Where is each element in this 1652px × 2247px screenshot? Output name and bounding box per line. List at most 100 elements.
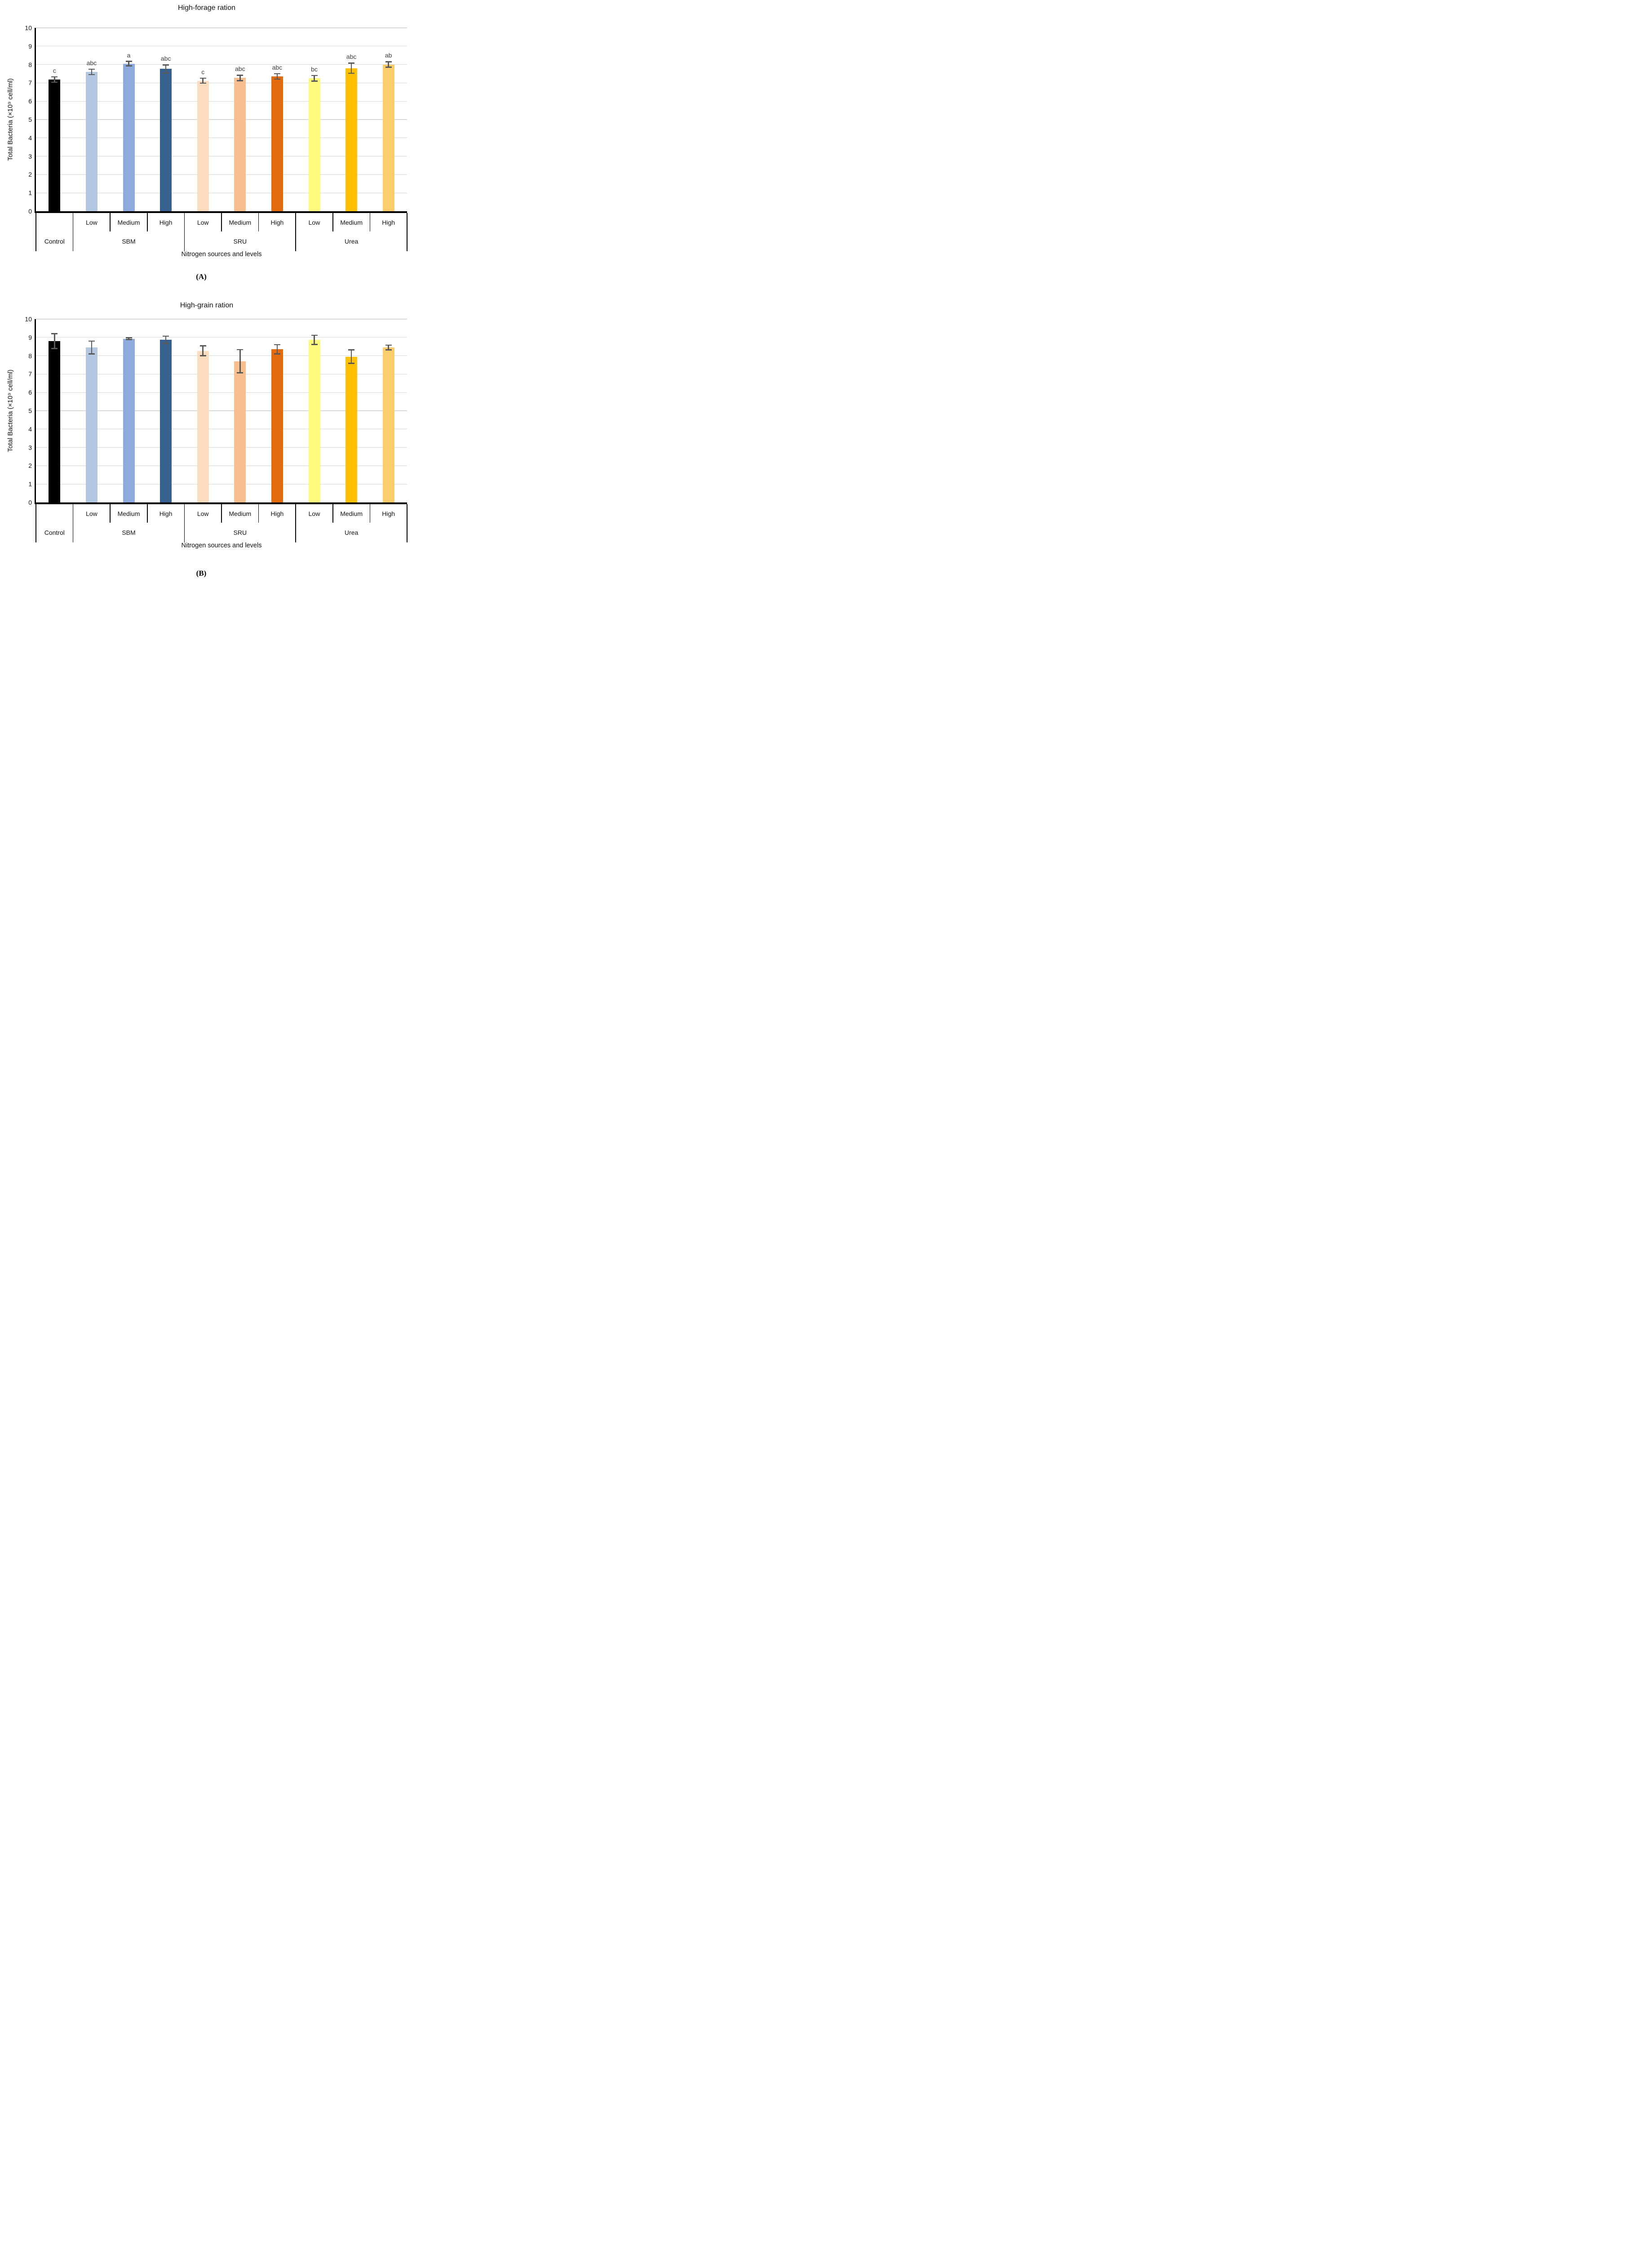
error-bar — [54, 333, 55, 349]
gridline — [36, 64, 407, 65]
error-bar-cap-top — [199, 77, 206, 79]
y-tick-label: 6 — [28, 389, 32, 396]
y-tick-label: 8 — [28, 61, 32, 68]
error-bar — [350, 63, 352, 74]
level-divider-line — [258, 504, 259, 523]
y-axis-line — [35, 319, 36, 502]
error-bar-cap-bottom — [51, 81, 58, 83]
level-divider-line — [369, 213, 371, 231]
panel-b-label: (B) — [196, 569, 207, 577]
bar — [197, 80, 209, 211]
error-bar — [54, 76, 55, 83]
group-label: Urea — [344, 238, 359, 245]
error-bar-cap-top — [348, 349, 355, 351]
error-bar — [314, 335, 315, 345]
error-bar — [202, 78, 204, 83]
level1-label: High — [382, 218, 395, 226]
chart-a-x-axis-title: Nitrogen sources and levels — [181, 251, 262, 258]
significance-letter: a — [127, 51, 131, 59]
gridline — [36, 410, 407, 411]
bar — [271, 76, 283, 211]
error-bar-cap-bottom — [348, 363, 355, 364]
level1-label: Medium — [229, 510, 252, 517]
error-bar-cap-bottom — [88, 353, 95, 355]
level1-label: High — [270, 510, 284, 517]
bar — [234, 361, 246, 502]
error-bar — [91, 69, 93, 75]
significance-letter: ab — [385, 52, 392, 59]
error-bar-cap-bottom — [385, 349, 392, 351]
gridline — [36, 101, 407, 102]
bar — [234, 78, 246, 211]
group-divider-line — [72, 213, 74, 251]
error-bar-cap-top — [311, 334, 318, 336]
bar — [49, 341, 61, 502]
significance-letter: abc — [272, 64, 283, 71]
level-divider-line — [110, 213, 111, 231]
error-bar-cap-top — [274, 344, 280, 346]
bar — [49, 80, 61, 211]
y-tick-label: 10 — [25, 315, 32, 323]
y-tick-label: 3 — [28, 444, 32, 451]
gridline — [36, 27, 407, 28]
error-bar-cap-bottom — [274, 353, 280, 355]
error-bar — [202, 346, 204, 356]
level-divider-line — [221, 213, 222, 231]
level1-label: Low — [308, 218, 320, 226]
error-bar-cap-top — [237, 349, 244, 351]
level-divider-line — [332, 504, 333, 523]
level1-label: Low — [308, 510, 320, 517]
y-tick-label: 6 — [28, 98, 32, 105]
level1-label: Low — [86, 218, 97, 226]
error-bar — [165, 65, 167, 73]
group-label: SBM — [122, 529, 136, 536]
error-bar — [128, 337, 129, 340]
bar — [160, 69, 172, 211]
group-divider-line — [295, 213, 296, 251]
bar — [345, 68, 358, 211]
x-axis-line — [35, 502, 407, 504]
error-bar-cap-top — [311, 75, 318, 76]
error-bar-cap-top — [88, 340, 95, 342]
gridline — [36, 392, 407, 393]
error-bar-cap-top — [163, 335, 169, 337]
bar — [308, 340, 320, 502]
error-bar — [314, 75, 315, 81]
error-bar-cap-bottom — [348, 72, 355, 74]
y-tick-label: 0 — [28, 208, 32, 215]
group-divider-line — [35, 213, 36, 251]
error-bar-cap-bottom — [51, 348, 58, 349]
y-tick-label: 2 — [28, 171, 32, 178]
chart-b-title: High-grain ration — [180, 302, 234, 309]
error-bar-cap-bottom — [311, 344, 318, 345]
error-bar-cap-bottom — [274, 78, 280, 80]
bar — [160, 340, 172, 502]
error-bar-cap-bottom — [125, 339, 132, 340]
error-bar-cap-top — [125, 337, 132, 338]
level1-label: Low — [197, 218, 209, 226]
y-tick-label: 4 — [28, 134, 32, 142]
level-divider-line — [221, 504, 222, 523]
figure-page: High-forage ration Total Bacteria (×10⁹ … — [0, 0, 413, 590]
level-divider-line — [110, 504, 111, 523]
y-tick-label: 4 — [28, 425, 32, 433]
group-label: SRU — [233, 238, 247, 245]
level-divider-line — [369, 504, 371, 523]
error-bar-cap-bottom — [237, 372, 244, 373]
y-tick-label: 1 — [28, 480, 32, 488]
bar — [382, 64, 394, 211]
level1-label: High — [382, 510, 395, 517]
chart-a-title: High-forage ration — [177, 4, 236, 12]
error-bar-cap-bottom — [125, 65, 132, 67]
bar — [85, 71, 97, 211]
bar — [271, 349, 283, 502]
error-bar-cap-top — [274, 73, 280, 75]
significance-letter: c — [53, 67, 56, 74]
level-divider-line — [332, 213, 333, 231]
level1-label: High — [159, 510, 173, 517]
error-bar-cap-top — [237, 75, 244, 76]
error-bar-cap-bottom — [163, 72, 169, 74]
y-tick-label: 5 — [28, 407, 32, 414]
significance-letter: abc — [346, 53, 357, 61]
group-divider-line — [35, 504, 36, 542]
